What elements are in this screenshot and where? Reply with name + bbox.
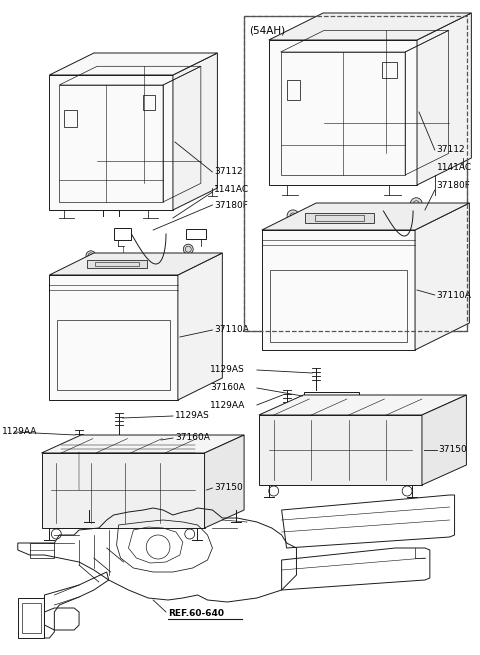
Polygon shape <box>107 436 161 444</box>
Polygon shape <box>417 13 471 185</box>
Polygon shape <box>41 453 204 528</box>
Text: (54AH): (54AH) <box>249 26 285 35</box>
Polygon shape <box>262 230 415 350</box>
Circle shape <box>287 210 299 222</box>
Circle shape <box>86 251 96 261</box>
Polygon shape <box>415 203 469 350</box>
Polygon shape <box>173 53 217 210</box>
Text: 1129AA: 1129AA <box>2 428 37 436</box>
Polygon shape <box>204 435 244 528</box>
Text: 37112: 37112 <box>437 145 466 155</box>
Text: 37112: 37112 <box>215 168 243 176</box>
Polygon shape <box>49 75 173 210</box>
Polygon shape <box>49 275 178 400</box>
Circle shape <box>410 198 422 210</box>
Circle shape <box>183 244 193 254</box>
Text: 37150: 37150 <box>439 445 468 455</box>
Polygon shape <box>269 40 417 185</box>
Text: 37160A: 37160A <box>175 434 210 443</box>
Text: 1141AC: 1141AC <box>215 185 250 195</box>
Polygon shape <box>305 214 374 223</box>
Polygon shape <box>262 203 469 230</box>
Polygon shape <box>269 13 471 40</box>
Polygon shape <box>422 395 467 485</box>
Polygon shape <box>87 261 147 269</box>
Text: 1129AS: 1129AS <box>210 365 245 375</box>
Text: REF.60-640: REF.60-640 <box>168 610 224 618</box>
Text: 37150: 37150 <box>215 483 243 493</box>
Polygon shape <box>49 253 222 275</box>
Polygon shape <box>178 253 222 400</box>
Polygon shape <box>49 53 217 75</box>
Text: 37110A: 37110A <box>215 326 249 335</box>
Polygon shape <box>259 395 467 415</box>
Text: 37180F: 37180F <box>215 200 248 210</box>
Text: 1141AC: 1141AC <box>437 164 472 172</box>
Polygon shape <box>41 435 244 453</box>
Text: 1129AS: 1129AS <box>175 411 210 421</box>
Text: 37160A: 37160A <box>210 383 245 392</box>
Polygon shape <box>259 415 422 485</box>
Text: 37110A: 37110A <box>437 291 472 299</box>
Text: 1129AA: 1129AA <box>210 400 245 409</box>
Text: 37180F: 37180F <box>437 181 471 189</box>
Bar <box>244 16 467 331</box>
Bar <box>244 16 467 331</box>
Polygon shape <box>304 392 359 400</box>
